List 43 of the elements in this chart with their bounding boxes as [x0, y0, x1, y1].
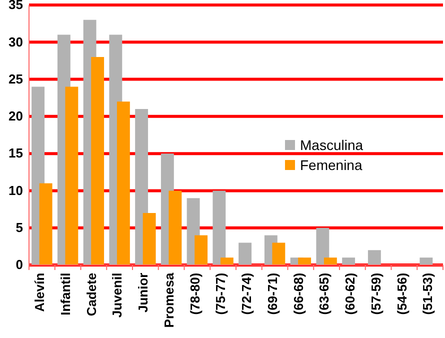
- y-tick-label: 15: [8, 146, 23, 161]
- y-tick-label: 0: [16, 257, 23, 272]
- y-tick-label: 30: [8, 34, 23, 50]
- y-tick-label: 20: [8, 108, 23, 124]
- y-tick-label: 10: [8, 182, 23, 198]
- bar: [39, 183, 52, 265]
- bar: [116, 102, 130, 265]
- x-tick-label: (54-56): [394, 272, 410, 315]
- bar: [238, 242, 252, 265]
- x-tick-label: (78-80): [187, 272, 202, 315]
- bar: [342, 258, 356, 265]
- bar: [65, 86, 78, 265]
- bar: [368, 250, 381, 265]
- bar: [272, 242, 286, 265]
- x-tick-label: (57-59): [368, 272, 384, 315]
- bar: [194, 235, 208, 265]
- y-tick-label: 5: [16, 220, 23, 236]
- x-tick-label: (66-68): [290, 272, 306, 315]
- x-tick-label: Cadete: [84, 272, 99, 316]
- x-tick-label: (60-62): [342, 272, 358, 315]
- x-tick-label: Junior: [136, 272, 151, 313]
- x-tick-label: Alevín: [32, 272, 48, 312]
- x-tick-label: Juvenil: [110, 272, 125, 318]
- bar: [420, 258, 433, 265]
- legend-label: Femenina: [300, 157, 362, 173]
- bar: [220, 258, 234, 265]
- x-tick-label: (72-74): [239, 272, 254, 315]
- bar: [324, 258, 337, 265]
- bar: [142, 213, 156, 265]
- bar: [316, 228, 330, 265]
- x-tick-label: Infantil: [58, 272, 73, 316]
- bar: [91, 57, 104, 265]
- legend-label: Masculina: [300, 137, 364, 153]
- bar: [298, 258, 312, 265]
- y-tick-label: 35: [8, 0, 23, 12]
- x-tick-label: (63-65): [316, 272, 332, 315]
- x-tick-label: Promesa: [161, 272, 176, 328]
- x-tick-label: (51-53): [420, 272, 436, 315]
- bar: [168, 190, 182, 265]
- x-tick-label: (69-71): [264, 272, 280, 315]
- bar: [212, 190, 226, 265]
- x-tick-label: (75-77): [213, 272, 228, 315]
- y-tick-label: 25: [8, 71, 23, 86]
